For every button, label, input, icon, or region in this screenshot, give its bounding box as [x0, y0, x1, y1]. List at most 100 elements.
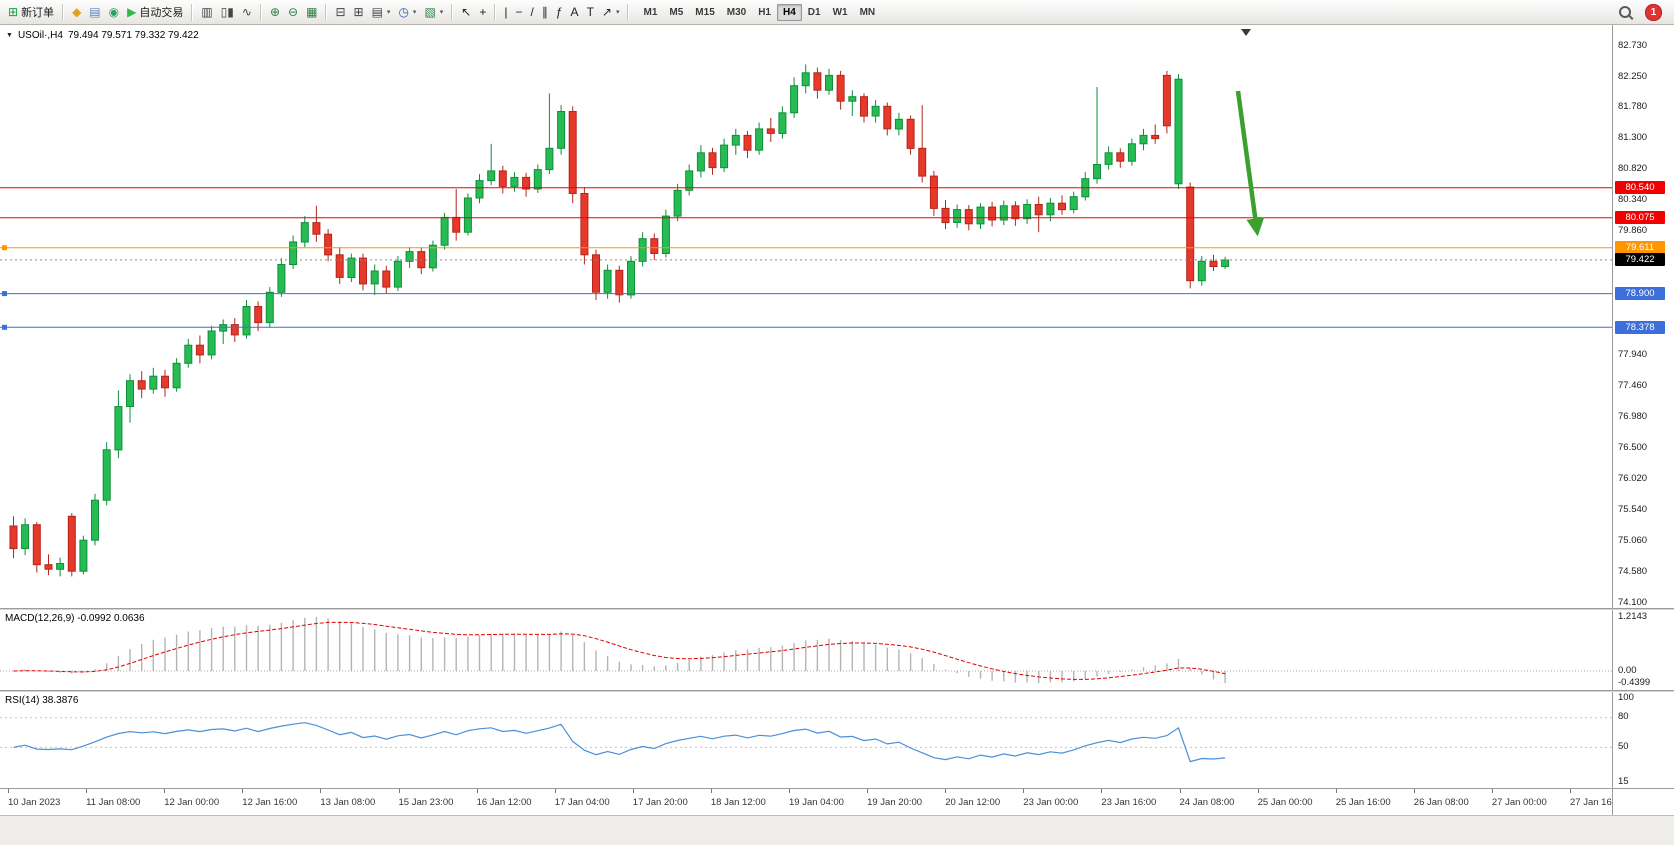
time-tick [789, 789, 790, 793]
data-window-icon: ▤ [89, 5, 101, 19]
timeframe-bar: M1 M5 M15 M30 H1 H4 D1 W1 MN [637, 3, 881, 21]
price-axis-label: 80.340 [1618, 194, 1648, 206]
time-tick [1257, 789, 1259, 793]
cursor-button[interactable]: ↖ [457, 1, 475, 23]
trendline-button[interactable]: / [527, 1, 538, 23]
price-chart[interactable] [0, 25, 1612, 608]
candles-group [9, 64, 1230, 577]
market-watch-button[interactable]: ◆ [68, 1, 85, 23]
price-badge: 79.611 [1615, 241, 1665, 255]
channel-button[interactable]: ∥ [538, 1, 552, 23]
panel-splitter[interactable] [0, 690, 1674, 692]
price-axis-label: 1.2143 [1618, 610, 1648, 622]
bar-chart-icon: ▥ [201, 5, 213, 19]
trend-arrow [1235, 90, 1265, 237]
market-watch-icon: ◆ [72, 5, 82, 19]
candlestick-chart-button[interactable]: ▯▮ [217, 1, 238, 23]
line-chart-button[interactable]: ∿ [238, 1, 256, 23]
time-axis-label: 13 Jan 08:00 [320, 797, 376, 808]
timeframe-m5-button[interactable]: M5 [669, 6, 684, 18]
time-axis-label: 18 Jan 12:00 [710, 797, 766, 808]
price-axis-label: 76.020 [1618, 473, 1648, 484]
crosshair-button[interactable]: + [475, 1, 490, 23]
price-axis-label: 80.820 [1618, 163, 1648, 175]
time-tick [1179, 789, 1181, 793]
timeframe-m1-button[interactable]: M1 [643, 6, 658, 18]
cascade-windows-button[interactable]: ⊞ [350, 1, 368, 23]
text-button[interactable]: A [567, 1, 583, 23]
new-chart-button[interactable]: ▤ ▾ [368, 1, 395, 23]
timeframe-h4-button[interactable]: H4 [777, 3, 802, 21]
price-axis-label: 79.860 [1618, 225, 1648, 237]
timeframe-m30-button[interactable]: M30 [726, 6, 747, 18]
cascade-windows-icon: ⊞ [353, 5, 364, 19]
time-axis-label: 15 Jan 23:00 [398, 797, 454, 808]
dropdown-caret-icon: ▾ [412, 9, 417, 16]
search-button[interactable] [1615, 1, 1635, 23]
grid-icon: ▦ [306, 5, 318, 19]
cursor-icon: ↖ [461, 5, 472, 19]
grid-button[interactable]: ▦ [302, 1, 321, 23]
macd-panel[interactable] [0, 610, 1612, 690]
time-tick [1101, 789, 1103, 793]
new-order-button[interactable]: ⊞ 新订单 [4, 1, 58, 23]
template-button[interactable]: ▧ ▾ [420, 1, 447, 23]
auto-trading-button-label: 自动交易 [139, 7, 184, 19]
label-button[interactable]: T [583, 1, 598, 23]
time-axis[interactable]: 10 Jan 2023 11 Jan 08:00 12 Jan 00:00 12 Ja… [0, 789, 1625, 815]
rsi-panel[interactable] [0, 692, 1612, 788]
time-axis-label: 23 Jan 16:00 [1101, 797, 1157, 808]
time-axis-label: 16 Jan 12:00 [476, 797, 532, 808]
auto-trading-button[interactable]: ▶ 自动交易 [123, 1, 187, 23]
new-order-button-label: 新订单 [21, 7, 55, 19]
time-tick [242, 789, 244, 793]
toolbar-separator [259, 3, 262, 21]
time-tick [867, 789, 869, 793]
panel-splitter [0, 788, 1674, 789]
timeframe-h1-button[interactable]: H1 [758, 6, 771, 18]
timeframe-w1-button[interactable]: W1 [832, 6, 848, 18]
period-icon: ◷ [398, 5, 409, 19]
zoom-in-button[interactable]: ⊕ [266, 1, 284, 23]
horizontal-line-icon: − [515, 5, 523, 19]
data-window-button[interactable]: ▤ [85, 1, 104, 23]
macd-label: MACD(12,26,9) -0.0992 0.0636 [5, 613, 145, 624]
timeframe-mn-button[interactable]: MN [859, 6, 876, 18]
timeframe-m15-button[interactable]: M15 [695, 6, 715, 18]
price-axis-label: 74.100 [1618, 597, 1648, 608]
new-order-icon: ⊞ [8, 5, 19, 19]
toolbar-separator [325, 3, 328, 21]
notification-badge[interactable]: 1 [1645, 3, 1662, 21]
price-axis-label: 82.730 [1618, 39, 1648, 51]
time-tick [1413, 789, 1415, 793]
fibonacci-icon: ƒ [555, 5, 563, 19]
price-axis-label: -0.4399 [1618, 676, 1651, 688]
period-button[interactable]: ◷ ▾ [394, 1, 420, 23]
price-axis-label: 74.580 [1618, 566, 1648, 577]
navigator-button[interactable]: ◉ [105, 1, 123, 23]
time-tick [476, 789, 478, 793]
vertical-line-button[interactable]: | [500, 1, 511, 23]
time-axis-label: 17 Jan 20:00 [632, 797, 688, 808]
zoom-out-button[interactable]: ⊖ [284, 1, 302, 23]
fibonacci-button[interactable]: ƒ [552, 1, 567, 23]
chart-collapse-icon[interactable]: ▼ [6, 32, 13, 39]
bottom-strip [0, 815, 1674, 845]
panel-splitter[interactable] [0, 608, 1674, 610]
time-tick [8, 789, 9, 793]
bar-chart-button[interactable]: ▥ [197, 1, 216, 23]
price-badge: 78.378 [1615, 320, 1665, 334]
price-axis-label: 81.300 [1618, 132, 1648, 144]
horizontal-line-button[interactable]: − [512, 1, 527, 23]
arrows-button[interactable]: ↗ ▾ [598, 1, 624, 23]
time-tick [554, 789, 556, 793]
rsi-label: RSI(14) 38.3876 [5, 695, 79, 706]
price-scale[interactable]: 82.730 82.250 81.780 81.300 80.820 80.340 79.8… [1612, 25, 1674, 815]
chart-symbol-label: USOil·,H4 [17, 30, 63, 41]
timeframe-d1-button[interactable]: D1 [807, 6, 821, 18]
time-tick [710, 789, 712, 793]
price-axis-label: 75.540 [1618, 504, 1648, 515]
tile-windows-button[interactable]: ⊟ [331, 1, 349, 23]
time-tick [1491, 789, 1493, 793]
time-axis-label: 27 Jan 00:00 [1491, 797, 1547, 808]
